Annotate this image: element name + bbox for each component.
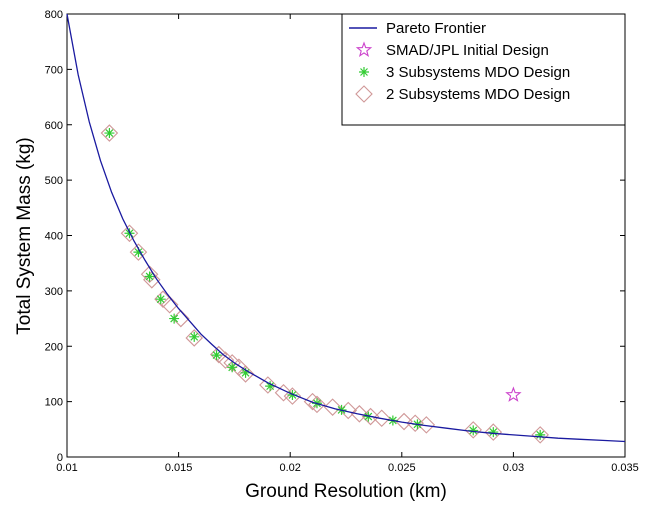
x-tick-label: 0.03 [503,462,524,474]
diamond-marker [484,423,503,441]
diamond-marker [100,124,119,142]
diamond-marker [185,329,204,347]
y-tick-label: 800 [45,9,63,21]
legend-label: Pareto Frontier [386,20,486,37]
y-tick-label: 400 [45,231,63,243]
diamond-marker [143,271,161,289]
diamond-marker [372,409,391,428]
legend: Pareto Frontier SMAD/JPL Initial Design 3 … [341,13,626,126]
diamond-marker [303,392,322,411]
y-axis-title: Total System Mass (kg) [14,137,35,334]
diamond-marker [120,224,139,243]
series-smad-jpl [505,386,522,402]
diamond-marker [531,426,549,444]
asterisk-marker [287,389,298,400]
x-tick-label: 0.01 [56,462,77,474]
legend-entry: 2 Subsystems MDO Design [355,85,570,103]
legend-entry: Pareto Frontier [349,20,486,37]
star-marker [355,41,373,57]
ticks-layer: 0.01 0.015 0.02 0.025 0.03 0.035 0 100 200 300 400… [45,9,639,474]
asterisk-marker [359,67,369,77]
asterisk-marker [189,331,200,342]
diamond-marker [172,309,190,328]
y-tick-label: 500 [45,175,63,187]
asterisk-marker [265,381,276,392]
asterisk-marker [535,429,546,440]
diamond-marker [216,351,235,369]
legend-box [341,13,626,126]
x-tick-label: 0.025 [388,462,416,474]
asterisk-marker [144,271,155,282]
y-tick-label: 700 [45,64,63,76]
diamond-marker [395,412,413,431]
diamond-marker [274,383,293,402]
asterisk-marker [468,425,479,436]
x-tick-label: 0.015 [165,462,193,474]
asterisk-marker [133,247,144,258]
asterisk-marker [104,128,115,139]
diamond-marker [323,398,342,416]
x-tick-label: 0.035 [611,462,639,474]
series-layer [66,13,626,444]
legend-entry: 3 Subsystems MDO Design [359,64,570,81]
legend-label: 2 Subsystems MDO Design [386,86,570,103]
y-tick-label: 100 [45,397,63,409]
diamond-marker [140,265,159,284]
diamond-marker [283,387,302,405]
y-tick-label: 200 [45,341,63,353]
legend-entry: SMAD/JPL Initial Design [355,41,549,59]
asterisk-marker [155,294,166,305]
asterisk-marker [240,367,251,378]
diamond-marker [464,421,483,439]
y-tick-label: 300 [45,286,63,298]
x-axis-title: Ground Resolution (km) [245,481,447,502]
pareto-frontier-line [66,13,626,443]
asterisk-marker [211,350,222,361]
star-marker [505,386,522,402]
diamond-marker [350,405,369,423]
asterisk-marker [169,313,180,324]
diamond-marker [129,243,148,261]
x-tick-label: 0.02 [279,462,300,474]
diamond-marker [236,365,255,383]
y-tick-label: 0 [57,452,63,464]
asterisk-marker [227,362,238,373]
asterisk-marker [488,427,499,438]
y-tick-label: 600 [45,120,63,132]
diamond-marker [355,85,373,103]
legend-label: SMAD/JPL Initial Design [386,42,549,59]
diamond-marker [417,416,436,434]
legend-label: 3 Subsystems MDO Design [386,64,570,81]
